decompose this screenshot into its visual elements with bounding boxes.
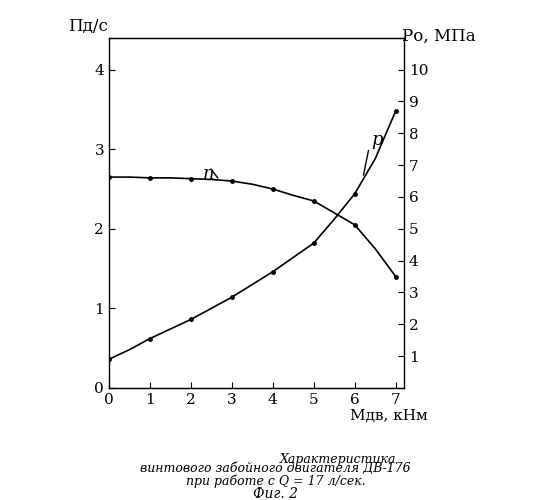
Text: винтового забойного двигателя ДВ-176: винтового забойного двигателя ДВ-176 xyxy=(140,462,411,475)
Text: n: n xyxy=(203,166,215,184)
Text: Характеристика: Характеристика xyxy=(280,452,397,466)
Y-axis label: Ро, МПа: Ро, МПа xyxy=(402,28,476,44)
Text: Фиг. 2: Фиг. 2 xyxy=(253,488,298,500)
X-axis label: Мдв, кНм: Мдв, кНм xyxy=(350,409,428,423)
Y-axis label: Пд/с: Пд/с xyxy=(68,18,108,34)
Text: при работе с Q = 17 л/сек.: при работе с Q = 17 л/сек. xyxy=(186,475,365,488)
Text: p: p xyxy=(371,132,382,150)
